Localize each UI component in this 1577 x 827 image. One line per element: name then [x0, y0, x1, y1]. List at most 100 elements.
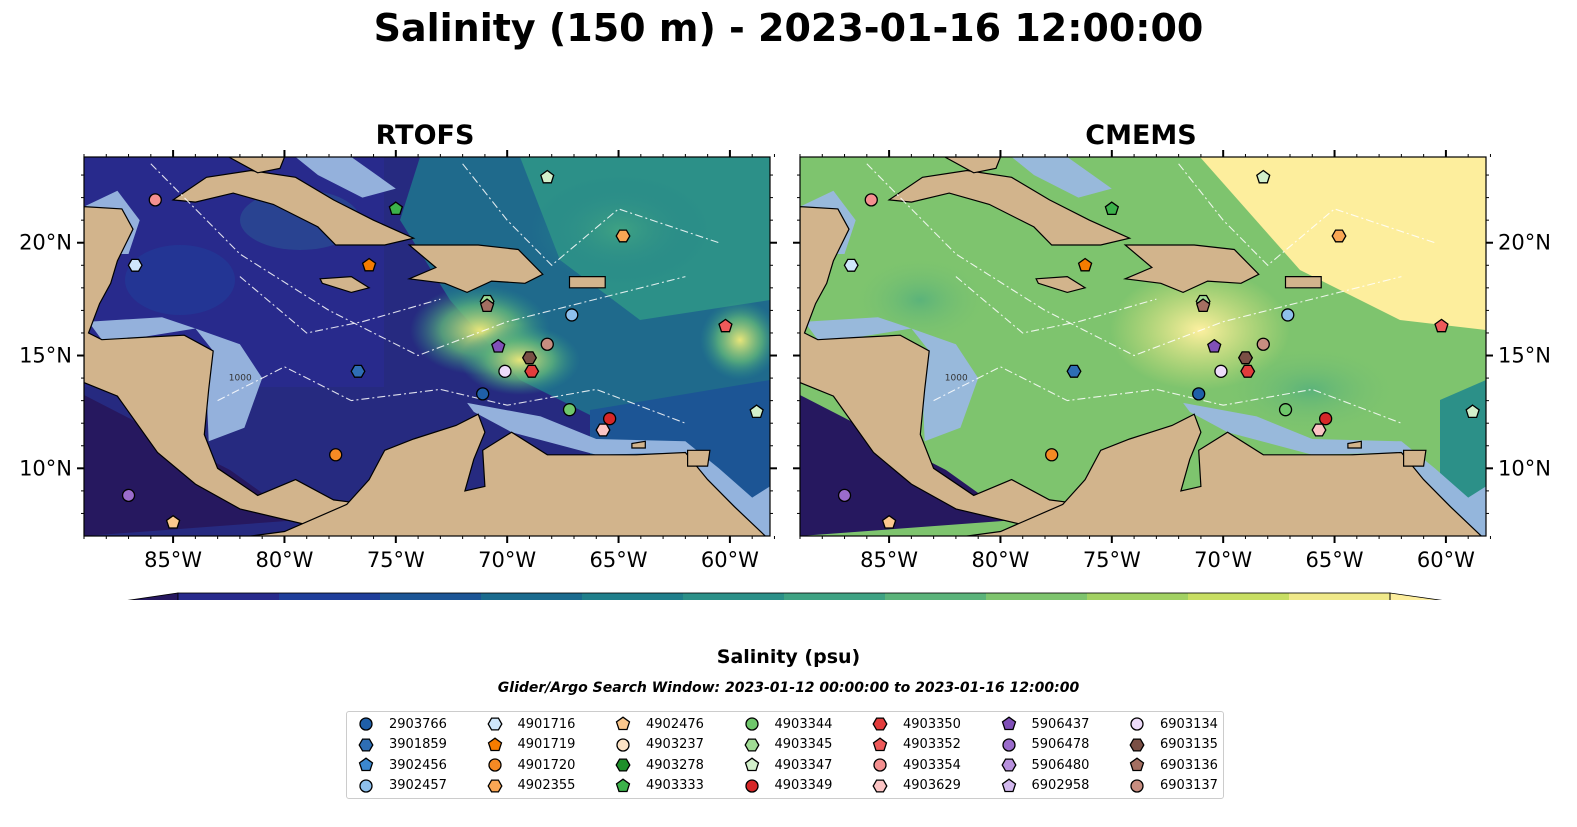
shelf-bahamas — [1011, 157, 1112, 198]
legend-marker-circle-icon — [1001, 737, 1016, 752]
legend-swatch — [615, 758, 631, 772]
legend-label: 6903137 — [1160, 778, 1218, 793]
colorbar-segment — [1289, 593, 1391, 600]
legend-swatch — [486, 717, 503, 731]
legend-label: 4901720 — [517, 757, 576, 773]
colorbar-segment — [178, 593, 280, 600]
legend-swatch — [1001, 777, 1016, 792]
legend-swatch — [615, 716, 631, 731]
lon-tick-label: 75°W — [367, 548, 425, 572]
legend-marker-hexagon-icon — [1000, 758, 1017, 772]
legend-item-4901716: 4901716 — [486, 715, 575, 733]
rtofs-high-salinity-east — [700, 300, 770, 380]
eez-boundary-line — [955, 276, 1157, 334]
legend-item-3902456: 3902456 — [357, 756, 447, 774]
float-marker-3902457 — [565, 308, 579, 322]
legend-marker-pentagon-icon — [1129, 757, 1145, 772]
float-marker-4901719 — [361, 257, 377, 272]
float-marker-4902476 — [165, 514, 181, 529]
legend-swatch — [1130, 778, 1144, 793]
legend-label: 5906480 — [1031, 757, 1090, 773]
legend-label: 6903135 — [1160, 737, 1218, 752]
colorbar-segment — [683, 593, 785, 600]
legend-swatch — [1000, 758, 1017, 772]
isobath-label: 1000 — [945, 373, 968, 383]
colorbar: 35.735.936.136.336.536.736.937.137.3 — [127, 592, 1443, 600]
legend-item-3901859: 3901859 — [357, 736, 447, 754]
float-marker-6903135 — [1237, 351, 1254, 365]
float-marker-6903136 — [479, 298, 495, 313]
float-marker-4903629 — [1311, 423, 1327, 437]
legend-swatch — [872, 717, 888, 731]
shelf-nicaragua-shelf — [911, 328, 979, 442]
land-puerto-rico — [568, 276, 606, 289]
colorbar-label: Salinity (psu) — [716, 646, 861, 668]
land-margarita — [1347, 440, 1362, 449]
legend-item-6903137: 6903137 — [1128, 777, 1218, 795]
lon-tick-label: 65°W — [1306, 548, 1364, 572]
legend-swatch — [1001, 716, 1016, 731]
lat-tick-label-right: 15°N — [1498, 344, 1551, 368]
legend-marker-pentagon-icon — [872, 736, 888, 751]
legend-item-6903134: 6903134 — [1128, 715, 1218, 733]
legend-marker-circle-icon — [873, 758, 887, 772]
legend-item-2903766: 2903766 — [357, 715, 447, 733]
legend-item-4903349: 4903349 — [743, 777, 832, 795]
legend-swatch — [872, 736, 888, 751]
lat-tick-label-left: 15°N — [19, 344, 72, 368]
shelf-venezuela-shelf — [467, 402, 770, 536]
lat-tick-label-left: 10°N — [19, 456, 72, 480]
shelf-nicaragua-shelf — [195, 328, 263, 442]
land-jamaica — [319, 275, 371, 294]
legend-marker-pentagon-icon — [615, 716, 631, 731]
land-florida — [944, 157, 1002, 174]
float-marker-4903629 — [595, 423, 611, 437]
colorbar-segment — [481, 593, 583, 600]
float-marker-4901720 — [329, 448, 343, 462]
float-marker-4901720 — [1045, 448, 1059, 462]
float-marker-5906437 — [1207, 338, 1222, 353]
legend-label: 4903345 — [774, 737, 833, 752]
float-marker-6903137 — [540, 337, 554, 351]
float-marker-4903350 — [1240, 364, 1256, 378]
float-marker-4903352 — [1434, 318, 1449, 333]
legend-item-6903135: 6903135 — [1128, 736, 1218, 754]
shelf-honduras-shelf — [804, 317, 912, 340]
float-marker-4903333 — [388, 201, 404, 216]
figure-title: Salinity (150 m) - 2023-01-16 12:00:00 — [373, 6, 1204, 50]
legend-label: 6903134 — [1160, 716, 1218, 732]
float-marker-6903134 — [1214, 364, 1228, 378]
lat-tick-label-left: 20°N — [19, 231, 72, 255]
rtofs-frame — [83, 156, 771, 537]
float-marker-4903333 — [1104, 201, 1120, 216]
legend-label: 4902476 — [646, 716, 704, 732]
float-marker-2903766 — [476, 387, 490, 401]
legend-item-4903629: 4903629 — [871, 777, 961, 795]
lon-tick-label: 70°W — [1194, 548, 1252, 572]
colorbar-segment — [380, 593, 482, 600]
legend-marker-hexagon-icon — [1129, 737, 1145, 752]
legend-item-4903352: 4903352 — [871, 736, 961, 754]
legend-swatch — [873, 758, 887, 772]
legend-label: 4903344 — [774, 716, 833, 732]
legend-item-4901719: 4901719 — [486, 736, 576, 754]
colorbar-extend-max — [1389, 592, 1443, 600]
colorbar-segment — [986, 593, 1088, 600]
legend-label: 3902456 — [389, 757, 447, 773]
legend-label: 3901859 — [389, 737, 447, 752]
legend-swatch — [358, 757, 374, 772]
legend-marker-circle-icon — [1130, 717, 1144, 731]
legend-label: 4901719 — [517, 737, 576, 752]
cmems-frame — [799, 156, 1487, 537]
legend-marker-circle-icon — [616, 737, 630, 752]
legend-swatch — [872, 778, 888, 793]
legend-label: 6902958 — [1031, 778, 1090, 793]
legend-swatch — [486, 778, 503, 793]
legend-item-6903136: 6903136 — [1128, 756, 1218, 774]
legend-label: 4903629 — [903, 778, 961, 793]
legend-label: 4903347 — [774, 757, 833, 773]
float-marker-4903354 — [864, 193, 878, 207]
legend-swatch — [744, 757, 759, 772]
legend-marker-hexagon-icon — [486, 778, 503, 793]
float-marker-4902355 — [1331, 229, 1347, 243]
